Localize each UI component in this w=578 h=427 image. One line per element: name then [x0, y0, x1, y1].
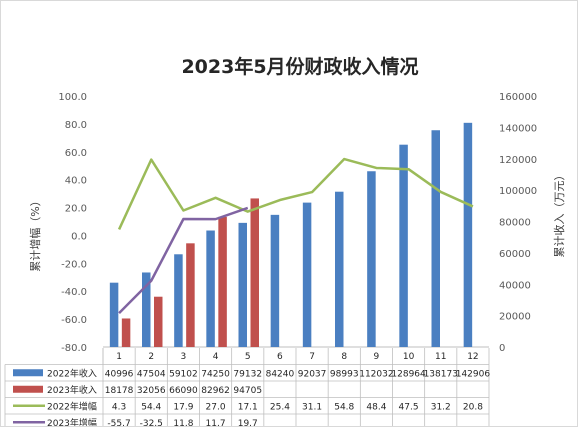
x-tick-label: 7: [309, 352, 315, 362]
data-label: -55.7: [107, 419, 130, 426]
bar: [367, 171, 376, 347]
bar: [218, 216, 227, 347]
bar: [431, 130, 440, 347]
y-left-tick-label: -60.0: [61, 315, 87, 326]
bar: [463, 122, 473, 347]
y-right-tick-label: 60000: [499, 249, 531, 260]
data-label: 54.4: [141, 402, 161, 412]
legend-label: 2022年增幅: [47, 400, 97, 412]
data-label: 47.5: [399, 402, 419, 412]
y-right-tick-label: 80000: [499, 218, 531, 229]
data-label: 59102: [169, 369, 198, 379]
x-tick-label: 11: [435, 352, 446, 362]
y-left-tick-label: 80.0: [65, 120, 87, 131]
data-label: 142906: [456, 369, 491, 379]
x-tick-label: 1: [116, 352, 122, 362]
legend-label: 2022年收入: [47, 367, 97, 379]
y-right-tick-label: 40000: [499, 280, 531, 291]
data-label: 11.7: [206, 419, 226, 426]
bar: [142, 272, 151, 347]
data-label: 31.2: [431, 402, 451, 412]
data-label: -32.5: [140, 419, 163, 426]
x-tick-label: 9: [374, 352, 380, 362]
data-label: 74250: [201, 369, 230, 379]
x-tick-label: 12: [467, 352, 478, 362]
data-label: 4.3: [112, 402, 126, 412]
data-label: 11.8: [173, 419, 193, 426]
bar: [270, 214, 280, 347]
y-right-tick-label: 20000: [499, 312, 531, 323]
data-label: 66090: [169, 386, 198, 396]
x-tick-label: 2: [148, 352, 154, 362]
x-tick-label: 4: [213, 352, 219, 362]
bar: [302, 202, 312, 347]
bar: [206, 230, 215, 347]
data-label: 94705: [233, 386, 262, 396]
y-right-tick-label: 100000: [499, 186, 537, 197]
data-label: 40996: [105, 369, 134, 379]
y-right-axis-title: 累计收入（万元）: [552, 170, 566, 258]
y-right-tick-label: 160000: [499, 92, 537, 103]
data-label: 25.4: [270, 402, 290, 412]
data-label: 20.8: [463, 402, 483, 412]
bar: [186, 243, 195, 347]
data-label: 79132: [233, 369, 262, 379]
data-label: 48.4: [366, 402, 386, 412]
bar: [109, 282, 119, 347]
y-right-tick-label: 140000: [499, 123, 537, 134]
x-tick-label: 10: [403, 352, 415, 362]
series-line: [117, 157, 474, 230]
y-right-tick-label: 120000: [499, 155, 537, 166]
y-left-tick-label: 40.0: [65, 176, 87, 187]
data-label: 84240: [266, 369, 295, 379]
x-tick-label: 8: [341, 352, 347, 362]
y-right-tick-label: 0: [499, 343, 505, 354]
y-left-tick-label: -40.0: [61, 287, 87, 298]
bar: [121, 318, 131, 347]
data-label: 98993: [330, 369, 359, 379]
data-label: 47504: [137, 369, 166, 379]
y-left-tick-label: 60.0: [65, 148, 87, 159]
legend-label: 2023年增幅: [47, 417, 97, 426]
bars: [109, 122, 473, 347]
chart-title: 2023年5月份财政收入情况: [181, 55, 418, 78]
y-left-tick-label: 100.0: [58, 92, 87, 103]
data-label: 31.1: [302, 402, 322, 412]
lines: [117, 157, 474, 314]
x-tick-label: 5: [245, 352, 251, 362]
y-left-tick-label: 0.0: [71, 231, 87, 242]
bar: [335, 191, 344, 347]
data-label: 17.1: [238, 402, 258, 412]
data-label: 82962: [201, 386, 230, 396]
data-label: 112032: [359, 369, 393, 379]
series-line: [118, 206, 249, 314]
bar: [399, 144, 408, 347]
axes: -80.0 -60.0 -40.0 -20.0 0.0 20.0 40.0 60.0 80.0 1…: [28, 92, 566, 354]
data-label: 32056: [137, 386, 166, 396]
data-label: 17.9: [173, 402, 193, 412]
data-label: 54.8: [334, 402, 354, 412]
data-label: 19.7: [238, 419, 258, 426]
x-tick-label: 6: [277, 352, 283, 362]
y-left-tick-label: -80.0: [61, 343, 87, 354]
data-label: 92037: [298, 369, 327, 379]
bar: [154, 296, 163, 347]
y-left-tick-label: 20.0: [65, 204, 87, 215]
bar: [238, 222, 247, 347]
data-label: 138173: [424, 369, 458, 379]
legend-swatch: [13, 385, 43, 393]
bar: [250, 198, 259, 347]
data-label: 18178: [105, 386, 134, 396]
legend-label: 2023年收入: [47, 384, 97, 396]
y-left-tick-label: -20.0: [61, 259, 87, 270]
x-tick-label: 3: [181, 352, 187, 362]
y-left-axis-title: 累计增幅（%）: [28, 195, 42, 271]
data-label: 128964: [391, 369, 426, 379]
legend-swatch: [13, 369, 43, 377]
bar: [174, 254, 183, 347]
data-label: 27.0: [206, 402, 226, 412]
